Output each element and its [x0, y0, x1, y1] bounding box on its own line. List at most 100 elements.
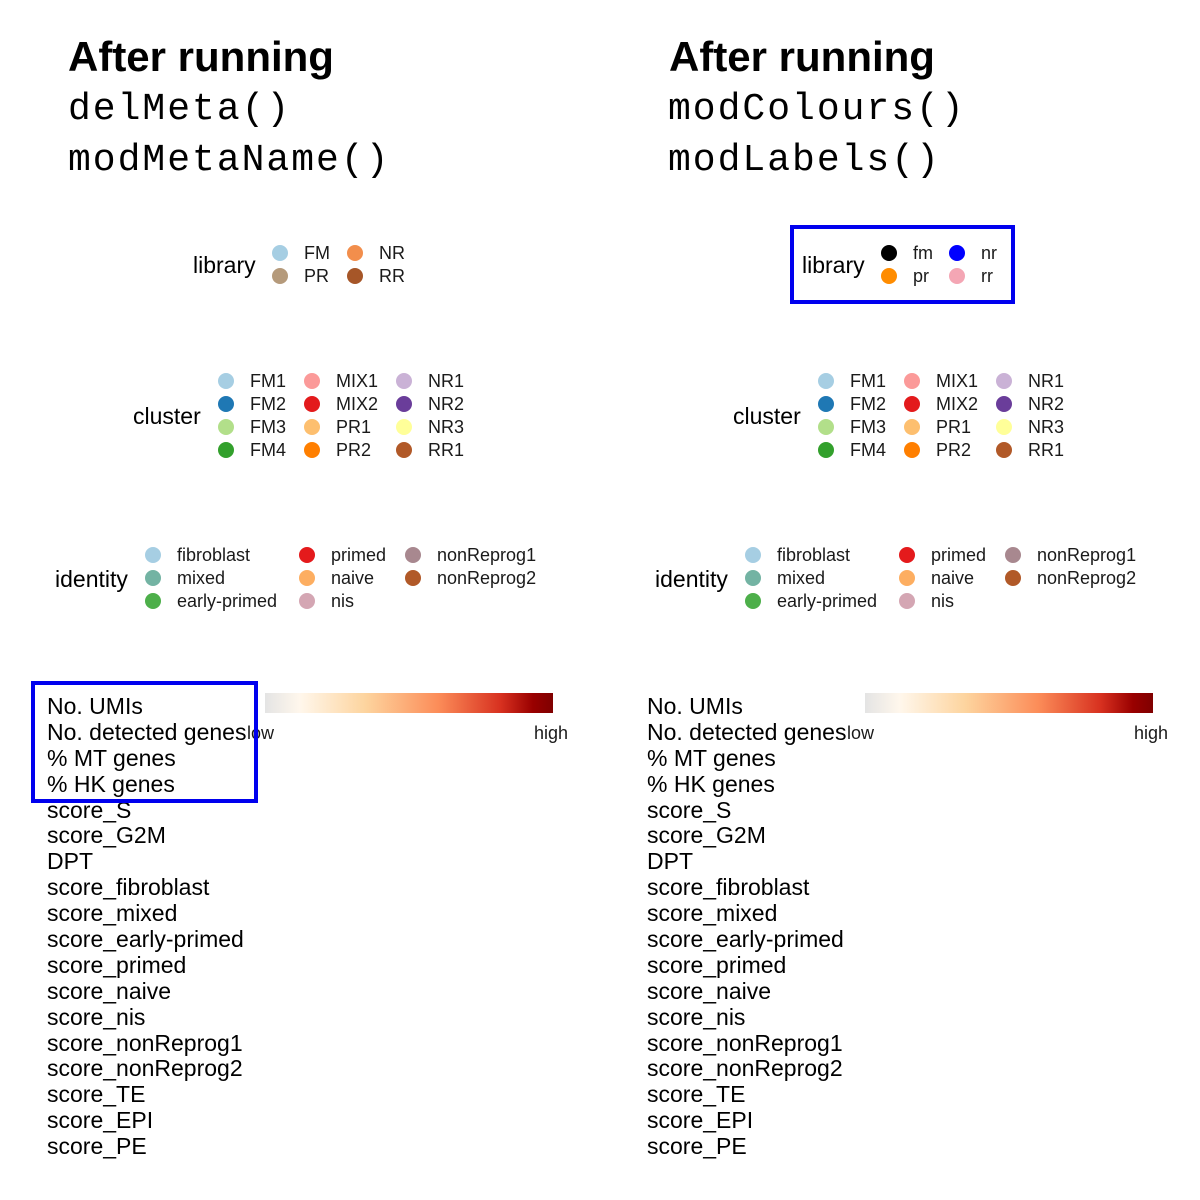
legend-dot-icon [904, 442, 920, 458]
legend-dot-icon [272, 268, 288, 284]
legend-label: mixed [177, 568, 226, 588]
left-panel: After running delMeta() modMetaName() li… [31, 33, 568, 1160]
legend-label: NR3 [1028, 417, 1065, 437]
legend-dot-icon [299, 593, 315, 609]
gradient-low-label: low [847, 723, 875, 743]
legend-label: NR [379, 243, 405, 263]
legend-dot-icon [272, 245, 288, 261]
legend-dot-icon [218, 419, 234, 435]
legend-dot-icon [1005, 547, 1021, 563]
legend-label: early-primed [777, 591, 878, 611]
highlight-box [790, 225, 1015, 304]
score-list-item: score_TE [47, 1081, 146, 1108]
legend-dot-icon [949, 268, 965, 284]
right-panel: After running modColours() modLabels() l… [600, 0, 1200, 1200]
score-list-item: score_mixed [47, 900, 178, 927]
legend-label: MIX2 [336, 394, 379, 414]
header-function-1: delMeta() [68, 88, 292, 131]
legend-label: NR2 [1028, 394, 1065, 414]
legend-dot-icon [904, 373, 920, 389]
legend-dot-icon [304, 373, 320, 389]
legend-dot-icon [299, 570, 315, 586]
score-list-item: DPT [647, 848, 693, 875]
score-list-item: score_nis [47, 1003, 146, 1030]
score-list-item: score_EPI [47, 1107, 154, 1134]
legend-dot-icon [904, 419, 920, 435]
score-list-item: score_primed [47, 951, 187, 978]
score-list-item: score_S [647, 796, 732, 823]
legend-label: pr [913, 266, 930, 286]
legend-dot-icon [347, 245, 363, 261]
legend-label: nr [981, 243, 998, 263]
legend-label: PR1 [936, 417, 972, 437]
header-title: After running [669, 33, 935, 80]
score-list-item: No. UMIs [647, 693, 743, 719]
legend-dot-icon [949, 245, 965, 261]
cluster-legend-title: cluster [133, 403, 201, 429]
legend-dot-icon [145, 547, 161, 563]
legend-label: RR [379, 266, 405, 286]
legend-dot-icon [218, 373, 234, 389]
legend-dot-icon [818, 396, 834, 412]
legend-label: NR3 [428, 417, 465, 437]
legend-label: nis [331, 591, 355, 611]
score-list-item: score_PE [647, 1133, 747, 1160]
legend-dot-icon [299, 547, 315, 563]
score-list-item: No. detected genes [647, 718, 847, 745]
legend-label: FM2 [250, 394, 286, 414]
header-title: After running [68, 33, 334, 80]
legend-dot-icon [347, 268, 363, 284]
gradient-colorbar [265, 693, 553, 713]
score-list-item: score_G2M [47, 822, 166, 849]
score-list-item: score_TE [647, 1081, 746, 1108]
legend-label: FM1 [250, 371, 286, 391]
legend-dot-icon [996, 442, 1012, 458]
score-list-item: score_nonReprog2 [647, 1055, 843, 1082]
legend-dot-icon [396, 419, 412, 435]
legend-label: nonReprog1 [1037, 545, 1137, 565]
legend-label: NR1 [428, 371, 465, 391]
legend-dot-icon [899, 570, 915, 586]
legend-dot-icon [818, 419, 834, 435]
legend-label: fibroblast [177, 545, 251, 565]
legend-dot-icon [218, 396, 234, 412]
score-list-item: score_primed [647, 951, 787, 978]
score-list-item: score_PE [47, 1133, 147, 1160]
legend-label: MIX2 [936, 394, 979, 414]
legend-label: PR2 [936, 440, 972, 460]
legend-label: naive [931, 568, 975, 588]
score-list-item: score_early-primed [47, 926, 244, 953]
legend-dot-icon [881, 245, 897, 261]
highlight-box [31, 681, 258, 803]
legend-dot-icon [304, 396, 320, 412]
legend-label: nis [931, 591, 955, 611]
score-list: No. UMIs No. detected genes% MT genes% HK… [647, 693, 846, 1159]
legend-label: early-primed [177, 591, 278, 611]
score-list-item: % HK genes [47, 770, 175, 797]
legend-dot-icon [745, 547, 761, 563]
library-legend-title: library [193, 252, 256, 278]
score-list-item: score_nis [647, 1003, 746, 1030]
score-list-item: score_fibroblast [47, 874, 210, 901]
legend-label: naive [331, 568, 375, 588]
legend-label: nonReprog2 [1037, 568, 1137, 588]
score-list-item: score_EPI [647, 1107, 754, 1134]
library-legend-title: library [802, 252, 865, 278]
legend-label: primed [331, 545, 387, 565]
legend-label: rr [981, 266, 993, 286]
gradient-high-label: high [1134, 723, 1169, 743]
legend-label: FM2 [850, 394, 886, 414]
legend-dot-icon [1005, 570, 1021, 586]
legend-dot-icon [304, 442, 320, 458]
legend-label: FM [304, 243, 330, 263]
legend-label: FM3 [850, 417, 886, 437]
legend-dot-icon [396, 396, 412, 412]
legend-dot-icon [218, 442, 234, 458]
legend-dot-icon [396, 373, 412, 389]
score-list-item: % MT genes [647, 744, 776, 771]
legend-label: MIX1 [936, 371, 979, 391]
legend-label: PR [304, 266, 330, 286]
legend-label: fm [913, 243, 933, 263]
header-function-2: modMetaName() [68, 139, 391, 182]
legend-label: PR2 [336, 440, 372, 460]
